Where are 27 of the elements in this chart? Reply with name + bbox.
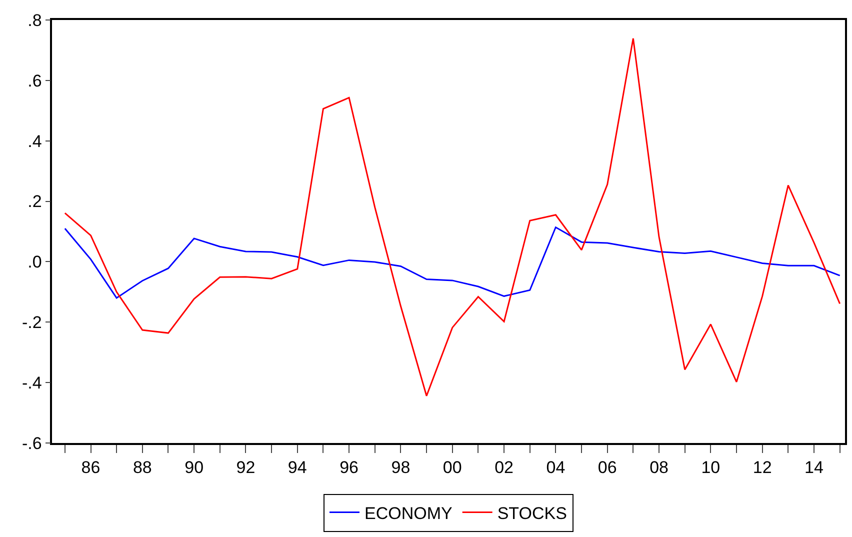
x-tick-label: 10: [701, 458, 720, 478]
x-tick-label: 86: [81, 458, 100, 478]
x-tick-label: 06: [598, 458, 617, 478]
line-series: [64, 226, 841, 299]
legend-label: STOCKS: [497, 504, 567, 523]
y-tick-label: .8: [28, 10, 42, 30]
x-tick-label: 14: [804, 458, 824, 478]
y-tick-label: .2: [28, 192, 42, 212]
x-tick-label: 12: [752, 458, 772, 478]
x-tick-label: 02: [494, 458, 514, 478]
x-tick-label: 96: [340, 458, 359, 478]
x-tick-label: 98: [391, 458, 410, 478]
y-tick-label: -.2: [22, 313, 42, 332]
x-tick-label: 94: [288, 458, 307, 478]
x-tick-label: 90: [184, 458, 204, 478]
x-tick-label: 04: [546, 458, 566, 478]
line-series: [64, 38, 841, 397]
x-tick-label: 00: [442, 458, 462, 478]
y-tick-label: -.6: [22, 434, 42, 453]
y-tick-label: .0: [28, 252, 42, 272]
x-tick-label: 88: [132, 458, 152, 478]
y-tick-label: .4: [28, 132, 42, 151]
y-tick-label: .6: [28, 71, 42, 90]
x-tick-label: 08: [650, 458, 668, 478]
x-tick-label: 92: [236, 458, 256, 478]
y-tick-label: -.4: [22, 374, 42, 393]
legend-label: ECONOMY: [364, 504, 452, 523]
